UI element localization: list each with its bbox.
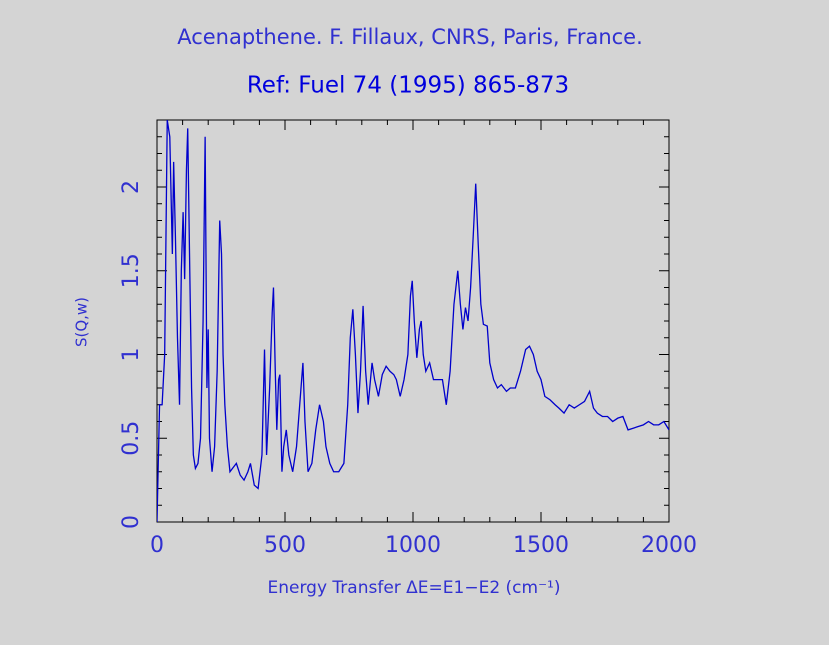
y-tick-label: 1 [119,348,144,362]
y-tick-label: 0 [119,515,144,529]
spectrum-line [157,120,669,522]
x-tick-label: 2000 [641,533,697,558]
chart-subtitle: Ref: Fuel 74 (1995) 865-873 [247,73,569,99]
y-tick-label: 1.5 [119,253,144,288]
chart-title: Acenapthene. F. Fillaux, CNRS, Paris, Fr… [177,25,643,49]
plot-frame [156,119,670,523]
y-axis-label: S(Q,w) [73,297,91,347]
x-tick-label: 500 [264,533,306,558]
x-tick-label: 1500 [513,533,569,558]
x-tick-label: 0 [150,533,164,558]
x-axis-label: Energy Transfer ΔE=E1−E2 (cm⁻¹) [267,578,560,598]
y-tick-label: 2 [119,180,144,194]
x-tick-label: 1000 [385,533,441,558]
y-tick-label: 0.5 [119,421,144,456]
